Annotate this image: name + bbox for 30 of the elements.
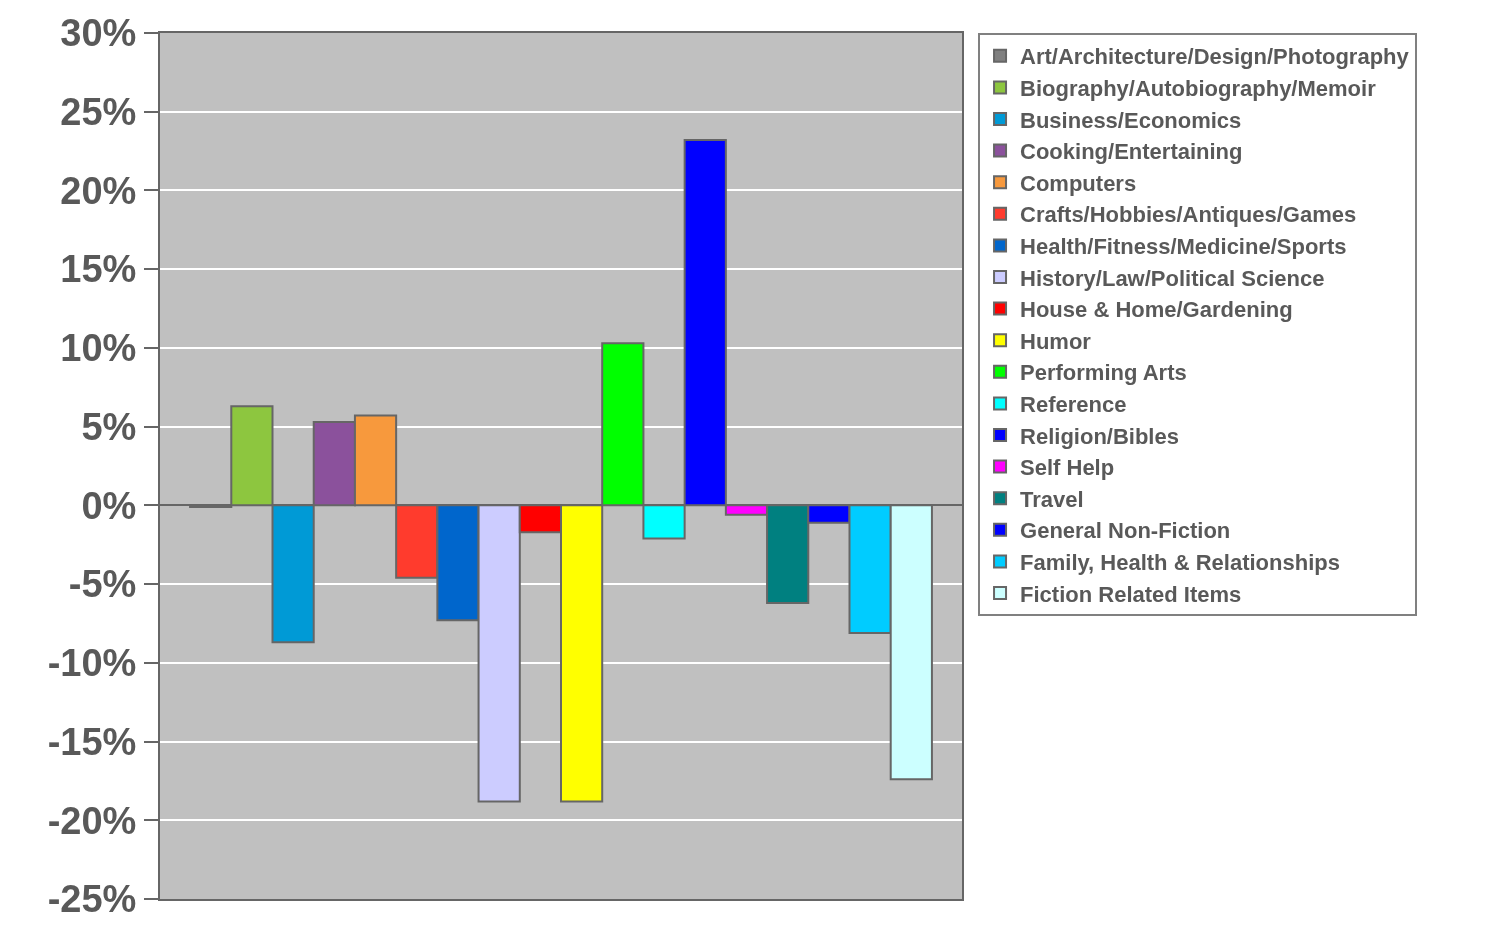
y-tick-label: 15%: [60, 248, 137, 291]
legend-label: Computers: [1020, 170, 1137, 196]
y-tick-label: 20%: [60, 169, 137, 212]
y-tick-label: -25%: [47, 878, 137, 921]
legend-label: Health/Fitness/Medicine/Sports: [1020, 233, 1347, 259]
y-tick-label: -10%: [47, 642, 137, 685]
y-tick-label: 5%: [81, 405, 137, 448]
legend-label: Biography/Autobiography/Memoir: [1020, 75, 1377, 101]
y-tick-label: 30%: [60, 12, 137, 55]
legend-label: Business/Economics: [1020, 107, 1242, 133]
legend-label: Reference: [1020, 391, 1127, 417]
legend-label: History/Law/Political Science: [1020, 265, 1325, 291]
legend-label: Humor: [1020, 328, 1092, 354]
y-tick-label: 0%: [81, 484, 137, 527]
y-tick-label: -20%: [47, 799, 137, 842]
legend-label: Travel: [1020, 486, 1084, 512]
y-tick-label: -5%: [68, 563, 137, 606]
legend-label: Cooking/Entertaining: [1020, 139, 1243, 165]
legend-label: General Non-Fiction: [1020, 518, 1231, 544]
y-tick-label: -15%: [47, 720, 137, 763]
legend-label: House & Home/Gardening: [1020, 297, 1293, 323]
y-tick-label: 10%: [60, 327, 137, 370]
legend-label: Fiction Related Items: [1020, 581, 1242, 607]
legend-label: Self Help: [1020, 455, 1115, 481]
legend-label: Religion/Bibles: [1020, 423, 1179, 449]
legend-label: Crafts/Hobbies/Antiques/Games: [1020, 202, 1357, 228]
legend-label: Performing Arts: [1020, 360, 1187, 386]
legend-label: Art/Architecture/Design/Photography: [1020, 44, 1410, 70]
legend-label: Family, Health & Relationships: [1020, 549, 1340, 575]
y-tick-label: 25%: [60, 91, 137, 134]
